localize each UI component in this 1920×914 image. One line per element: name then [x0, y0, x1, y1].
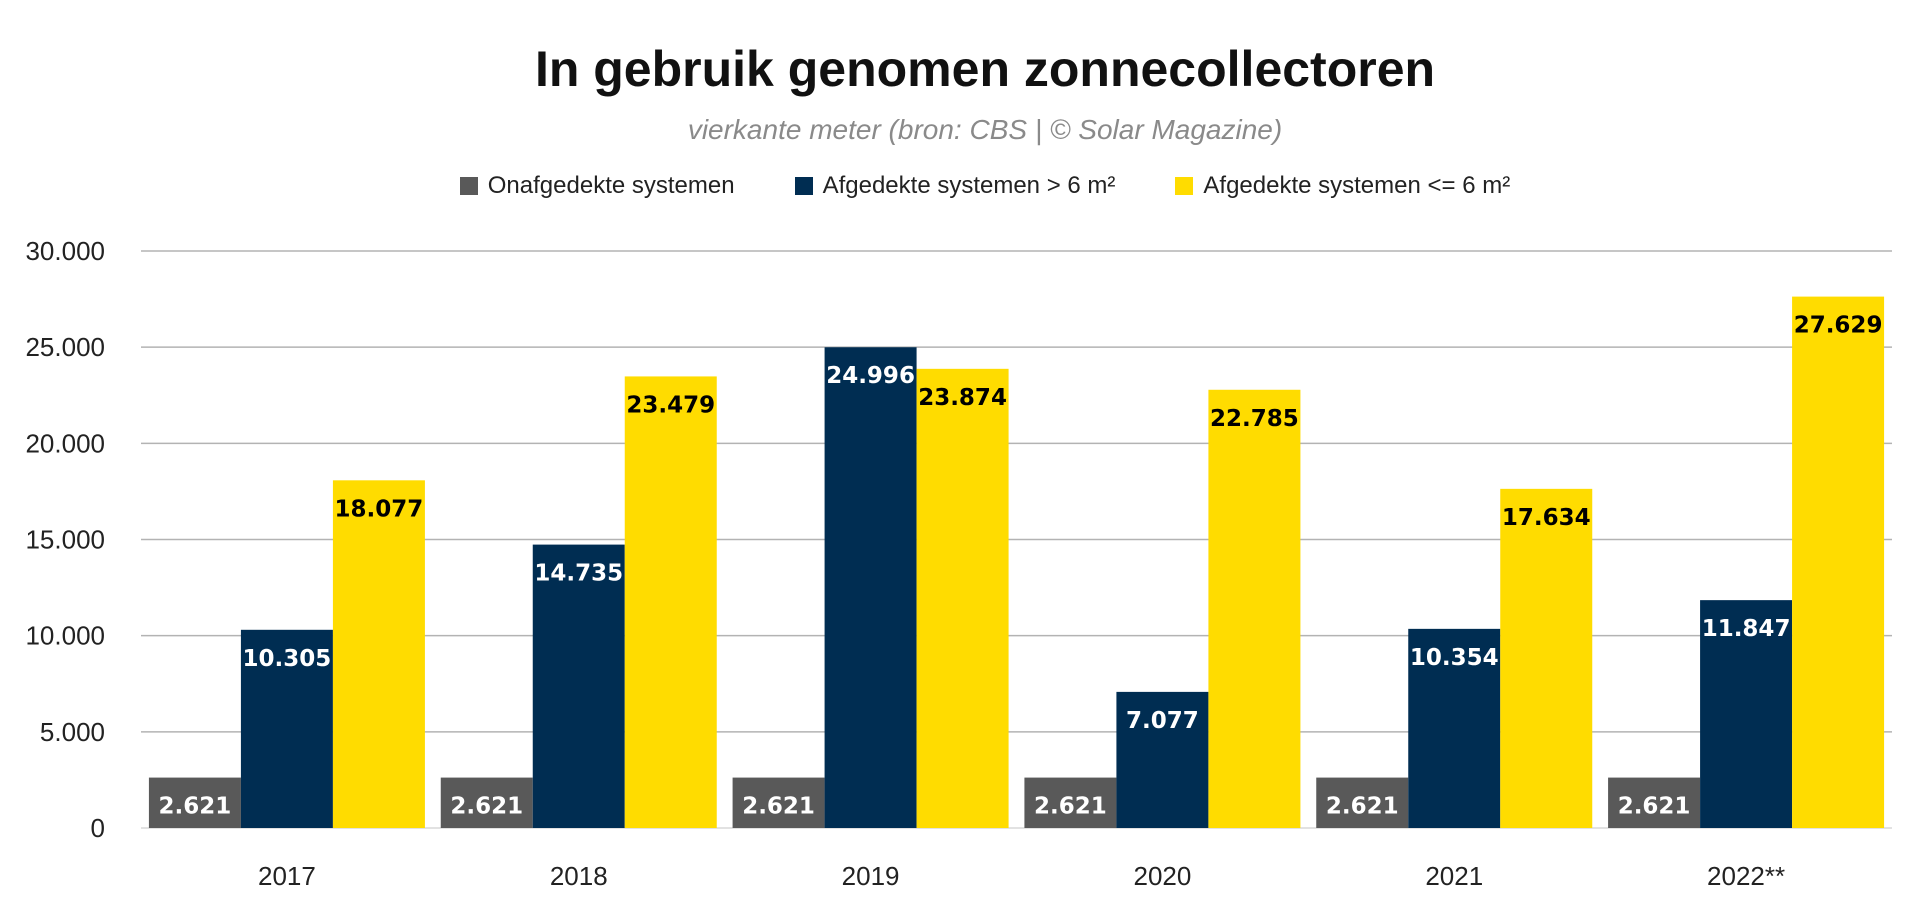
legend-swatch [794, 177, 813, 195]
bar [332, 480, 425, 828]
x-tick-label: 2018 [550, 861, 608, 891]
bar [1024, 777, 1117, 828]
y-tick-label: 15.000 [25, 525, 105, 555]
x-tick-label: 2021 [1425, 861, 1483, 891]
y-tick-label: 0 [91, 813, 105, 843]
x-tick-label: 2019 [842, 861, 900, 891]
legend-swatch [459, 177, 478, 195]
bar [148, 777, 241, 828]
data-label: 17.634 [1502, 505, 1591, 531]
legend-label: Onafgedekte systemen [487, 172, 735, 199]
legend-label: Afgedekte systemen > 6 m² [822, 172, 1116, 199]
data-label: 2.621 [450, 794, 523, 820]
bar [624, 376, 717, 828]
data-label: 27.629 [1794, 313, 1883, 339]
y-tick-label: 25.000 [25, 332, 105, 362]
data-label: 18.077 [335, 496, 424, 522]
data-label: 23.479 [626, 392, 715, 418]
legend-label: Afgedekte systemen <= 6 m² [1203, 172, 1511, 199]
chart-subtitle: vierkante meter (bron: CBS | © Solar Mag… [687, 114, 1283, 145]
bar [1500, 488, 1593, 828]
data-label: 2.621 [742, 794, 815, 820]
bar [1792, 296, 1885, 828]
data-label: 11.847 [1702, 616, 1791, 642]
data-label: 2.621 [1326, 794, 1399, 820]
data-label: 22.785 [1210, 406, 1299, 432]
bar [1408, 628, 1501, 828]
data-label: 14.735 [534, 561, 623, 587]
bar [1116, 691, 1209, 828]
legend: Onafgedekte systemen Afgedekte systemen … [25, 172, 1920, 200]
data-label: 10.305 [243, 646, 332, 672]
y-tick-label: 10.000 [25, 621, 105, 651]
bar [440, 777, 533, 828]
bar [732, 777, 825, 828]
bar [1608, 777, 1701, 828]
y-tick-label: 5.000 [40, 717, 105, 747]
y-tick-label: 20.000 [25, 428, 105, 458]
legend-item-afgedekte-klein: Afgedekte systemen <= 6 m² [1175, 172, 1510, 200]
bar [1208, 389, 1301, 828]
data-label: 23.874 [918, 385, 1007, 411]
bar [916, 368, 1009, 828]
data-label: 2.621 [159, 794, 232, 820]
bar [240, 629, 333, 828]
y-tick-label: 30.000 [25, 236, 105, 266]
x-tick-label: 2020 [1133, 861, 1191, 891]
x-tick-label: 2017 [258, 861, 316, 891]
legend-item-afgedekte-groot: Afgedekte systemen > 6 m² [794, 172, 1116, 200]
data-label: 7.077 [1126, 708, 1199, 734]
bar [532, 544, 625, 828]
legend-swatch [1175, 177, 1194, 195]
bar [1316, 777, 1409, 828]
legend-item-onafgedekte: Onafgedekte systemen [459, 172, 735, 200]
chart-title: In gebruik genomen zonnecollectoren [534, 41, 1436, 97]
x-tick-label: 2022** [1707, 861, 1785, 891]
bar [824, 347, 917, 828]
data-label: 2.621 [1618, 794, 1691, 820]
data-label: 24.996 [826, 363, 915, 389]
bar [1700, 600, 1793, 828]
data-label: 10.354 [1410, 645, 1499, 671]
data-label: 2.621 [1034, 794, 1107, 820]
